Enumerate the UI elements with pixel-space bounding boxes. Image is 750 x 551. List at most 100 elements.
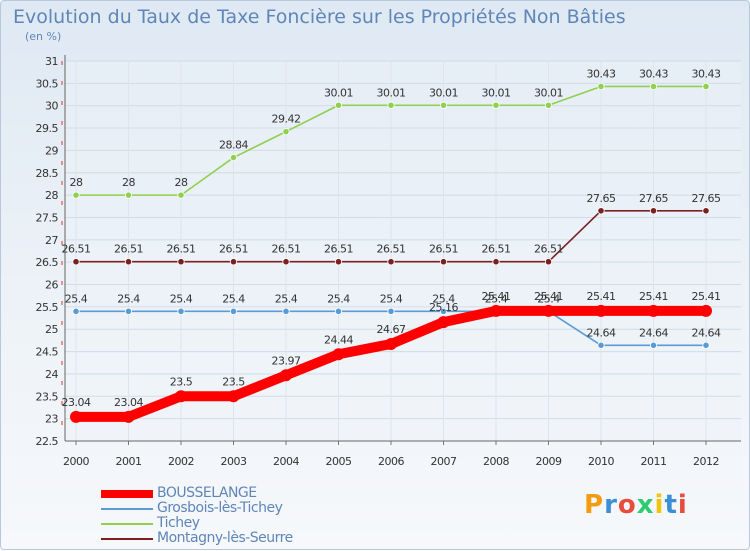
data-point	[597, 341, 605, 349]
y-tick-label: 27.5	[36, 211, 59, 224]
logo-letter: i	[654, 490, 665, 520]
y-tick-label: 26	[45, 279, 58, 292]
data-label: 30.43	[587, 67, 616, 80]
data-label: 30.01	[534, 86, 563, 99]
data-point	[702, 82, 710, 91]
data-label: 28	[70, 176, 83, 189]
x-tick-label: 2003	[221, 455, 247, 468]
data-point	[124, 307, 133, 315]
data-label: 26.51	[482, 243, 511, 256]
x-tick-label: 2006	[378, 455, 404, 468]
legend-label: BOUSSELANGE	[157, 485, 257, 501]
logo-letter: x	[636, 490, 655, 520]
data-point	[334, 307, 343, 315]
data-label: 28	[122, 176, 135, 189]
data-point	[649, 207, 658, 215]
logo-letter: t	[664, 490, 678, 520]
x-tick-label: 2001	[116, 455, 142, 468]
data-label: 25.4	[275, 292, 298, 305]
legend-swatch	[101, 538, 153, 540]
data-label: 26.51	[272, 243, 301, 256]
x-tick-label: 2010	[588, 455, 614, 468]
data-point	[229, 258, 238, 266]
data-point	[439, 101, 448, 109]
data-label: 26.51	[167, 243, 196, 256]
data-label: 24.64	[692, 326, 721, 339]
data-label: 25.4	[432, 292, 455, 305]
data-point	[334, 101, 343, 109]
data-point	[700, 304, 712, 317]
data-label: 29.42	[272, 113, 301, 126]
data-label: 23.97	[272, 354, 301, 367]
y-tick-label: 23.5	[36, 390, 59, 403]
legend-swatch	[101, 490, 153, 498]
x-tick-label: 2000	[63, 455, 89, 468]
data-point	[334, 258, 343, 266]
data-point	[72, 258, 80, 266]
unit-label: (en %)	[25, 30, 62, 43]
data-label: 24.44	[324, 333, 353, 346]
data-label: 25.41	[692, 290, 721, 303]
data-point	[649, 82, 658, 91]
data-point	[177, 258, 185, 266]
data-label: 25.41	[587, 290, 616, 303]
y-tick-label: 25.5	[36, 301, 59, 314]
data-label: 25.41	[639, 290, 668, 303]
data-label: 24.67	[377, 323, 406, 336]
x-tick-label: 2012	[693, 455, 719, 468]
data-point	[385, 337, 397, 350]
data-label: 23.5	[222, 375, 245, 388]
data-label: 30.01	[324, 86, 353, 99]
data-point	[282, 258, 290, 266]
y-tick-label: 24.5	[36, 346, 59, 359]
logo-letter: r	[604, 490, 618, 520]
data-point	[70, 410, 82, 423]
y-tick-label: 30	[45, 100, 58, 113]
data-label: 30.01	[482, 86, 511, 99]
data-label: 23.5	[170, 375, 193, 388]
data-label: 26.51	[324, 243, 353, 256]
data-point	[72, 307, 80, 315]
data-point	[124, 191, 133, 199]
data-point	[122, 410, 135, 423]
data-point	[227, 390, 240, 403]
x-tick-label: 2004	[273, 455, 299, 468]
data-label: 23.04	[62, 396, 91, 409]
data-label: 30.01	[429, 86, 458, 99]
data-point	[647, 304, 660, 317]
data-label: 25.4	[170, 292, 193, 305]
y-tick-label: 29.5	[36, 122, 59, 135]
data-point	[177, 307, 185, 315]
data-point	[544, 258, 553, 266]
data-label: 26.51	[377, 243, 406, 256]
legend-label: Montagny-lès-Seurre	[157, 530, 293, 546]
data-point	[597, 82, 605, 91]
data-label: 25.16	[429, 301, 458, 314]
y-tick-label: 28.5	[36, 167, 59, 180]
data-label: 26.51	[429, 243, 458, 256]
data-label: 25.41	[482, 290, 511, 303]
data-point	[597, 207, 605, 215]
x-tick-label: 2009	[536, 455, 562, 468]
logo-letter: o	[617, 490, 637, 520]
data-point	[387, 307, 395, 315]
data-label: 25.4	[380, 292, 403, 305]
data-label: 27.65	[639, 192, 668, 205]
data-label: 23.04	[114, 396, 143, 409]
data-label: 26.51	[62, 243, 91, 256]
y-tick-label: 31	[45, 55, 58, 68]
logo-letter: P	[584, 490, 605, 520]
data-point	[490, 304, 502, 317]
data-point	[229, 153, 238, 162]
data-point	[387, 101, 395, 109]
data-label: 30.01	[377, 86, 406, 99]
y-tick-label: 28	[45, 189, 58, 202]
logo-letter: i	[677, 490, 688, 520]
data-point	[280, 369, 292, 382]
data-point	[702, 207, 710, 215]
y-tick-label: 22.5	[36, 435, 59, 448]
y-tick-label: 25	[45, 323, 58, 336]
data-point	[437, 316, 450, 329]
data-label: 24.64	[639, 326, 668, 339]
